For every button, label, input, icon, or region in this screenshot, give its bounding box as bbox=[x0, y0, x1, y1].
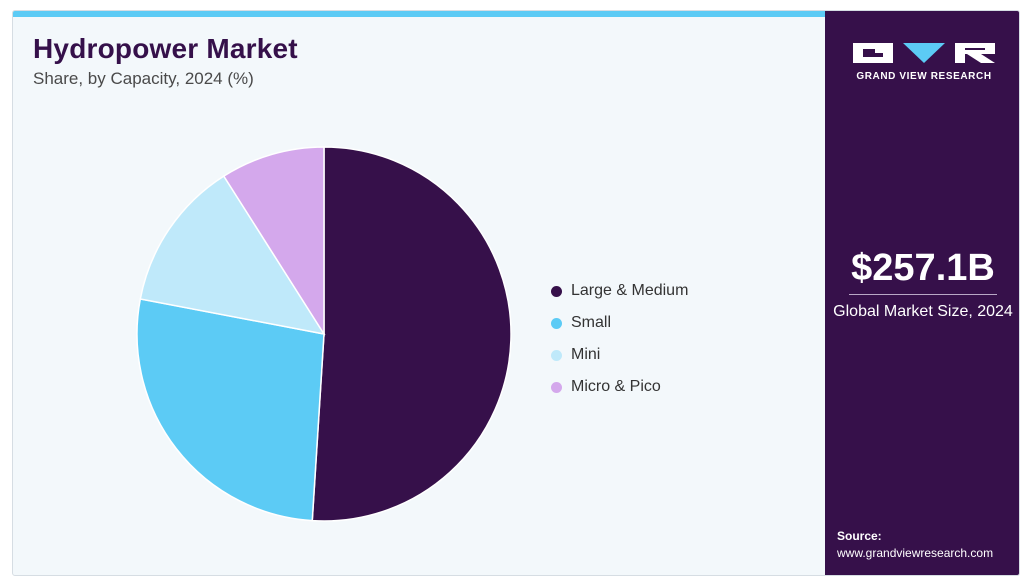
market-size-label: Global Market Size, 2024 bbox=[833, 303, 1013, 320]
top-accent-bar bbox=[13, 11, 825, 17]
value-divider bbox=[849, 294, 997, 295]
chart-subtitle: Share, by Capacity, 2024 (%) bbox=[33, 69, 254, 88]
brand-name: GRAND VIEW RESEARCH bbox=[856, 71, 992, 82]
grand-view-research-logo-icon bbox=[853, 43, 995, 63]
legend-swatch bbox=[551, 285, 562, 297]
legend-item: Small bbox=[551, 307, 688, 339]
pie-slice-large-medium bbox=[311, 146, 512, 522]
legend-swatch bbox=[551, 381, 562, 393]
pie-slice-mini bbox=[139, 175, 326, 336]
pie-slice-micro-pico bbox=[222, 146, 325, 337]
legend-label: Small bbox=[571, 314, 612, 331]
legend-swatch bbox=[551, 349, 562, 361]
legend-item: Mini bbox=[551, 339, 688, 371]
legend-label: Micro & Pico bbox=[571, 378, 661, 395]
source-label: Source: bbox=[837, 529, 882, 543]
pie-slice-small bbox=[136, 298, 325, 522]
legend-item: Large & Medium bbox=[551, 275, 688, 307]
legend-item: Micro & Pico bbox=[551, 371, 688, 403]
source-url: www.grandviewresearch.com bbox=[837, 546, 994, 560]
legend-swatch bbox=[551, 317, 562, 329]
legend-label: Mini bbox=[571, 346, 601, 363]
market-size-value: $257.1B bbox=[851, 247, 995, 289]
chart-legend: Large & Medium Small Mini Micro & Pico bbox=[551, 275, 688, 403]
side-panel: GRAND VIEW RESEARCH $257.1B Global Marke… bbox=[825, 11, 1019, 575]
legend-label: Large & Medium bbox=[571, 282, 689, 299]
chart-card: Hydropower Market Share, by Capacity, 20… bbox=[12, 10, 1020, 576]
pie-chart bbox=[136, 146, 512, 522]
chart-title: Hydropower Market bbox=[33, 33, 298, 64]
